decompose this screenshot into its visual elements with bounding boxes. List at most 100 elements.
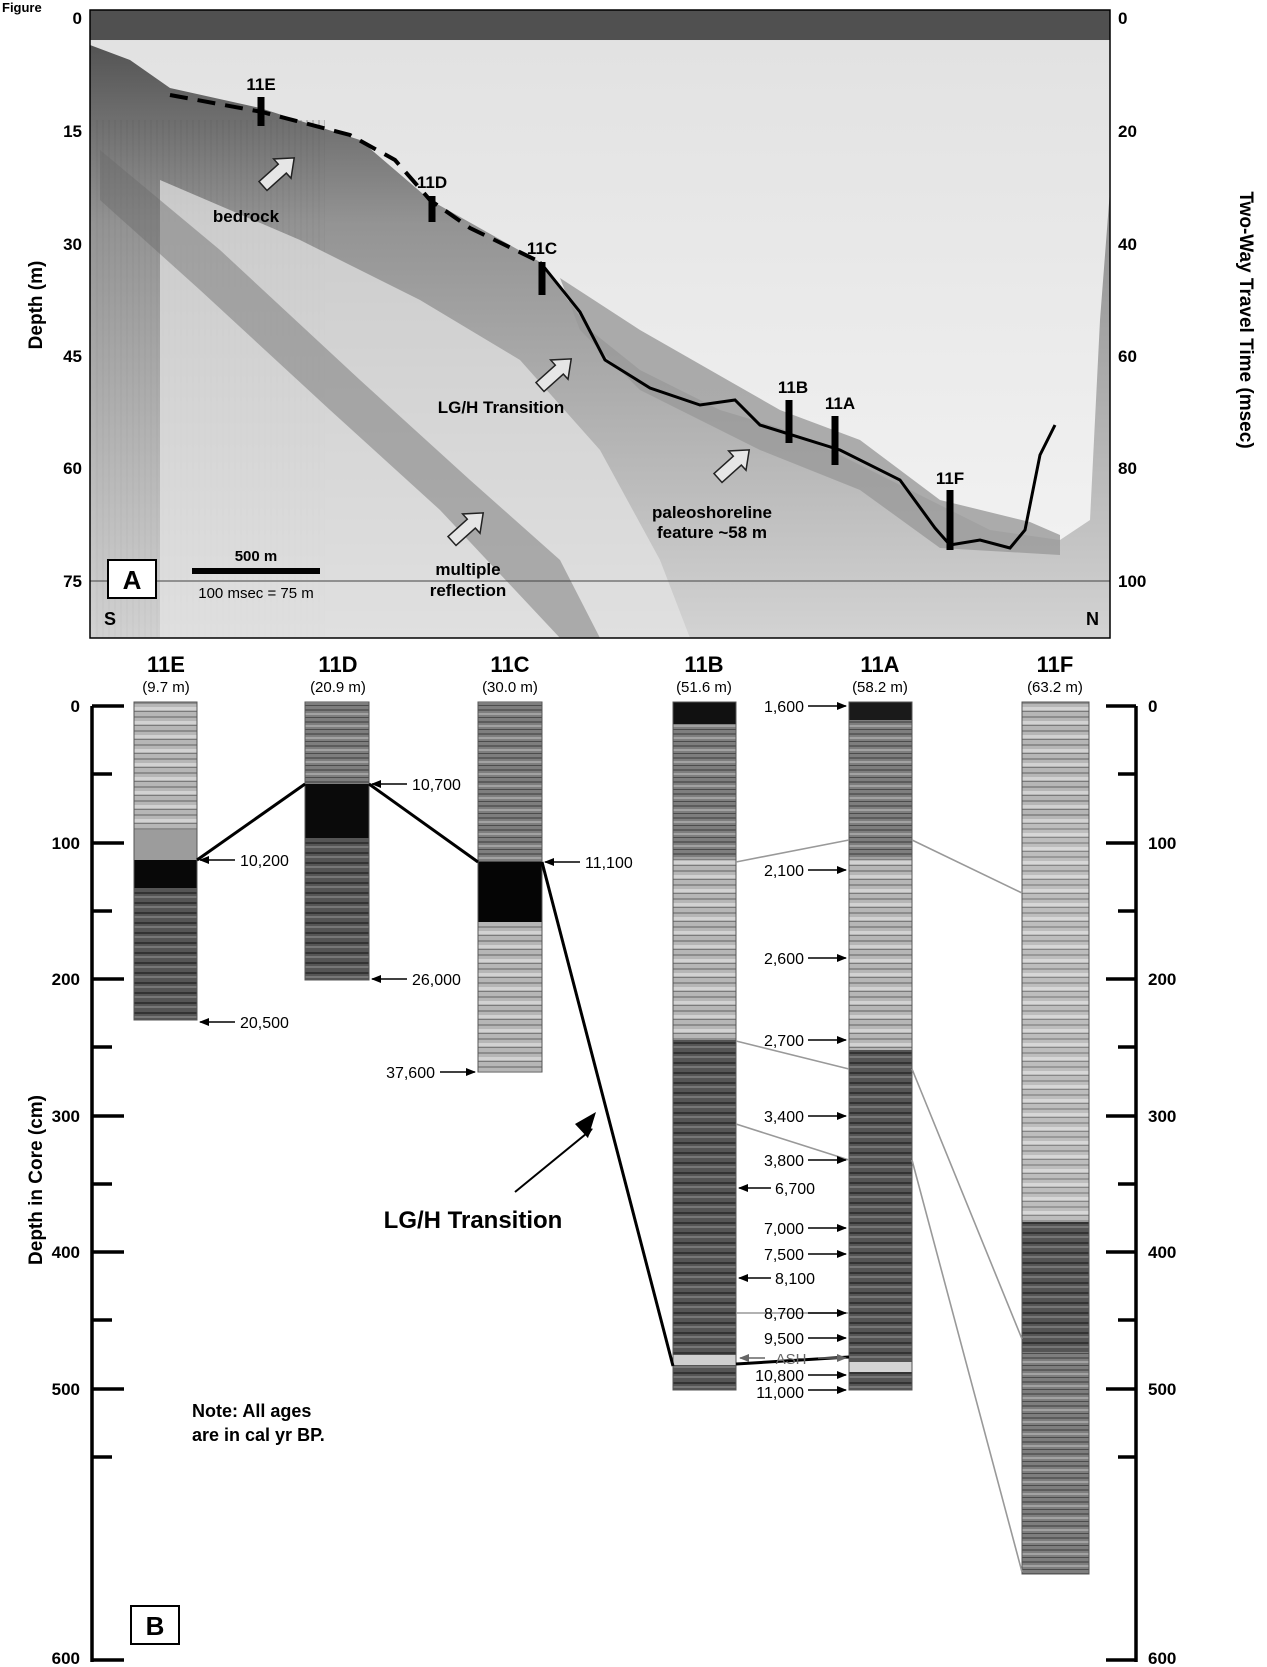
age-arrows	[199, 702, 847, 1394]
conversion-label: 100 msec = 75 m	[198, 585, 313, 602]
b-left-tick-200: 200	[52, 970, 80, 989]
b-left-axis-label: Depth in Core (cm)	[26, 1095, 47, 1265]
panel-a-frame	[89, 9, 1111, 639]
core-title-11c: 11C	[490, 652, 529, 677]
age-11a-1600: 1,600	[764, 699, 804, 716]
multiple-reflection-label-line2: reflection	[430, 581, 507, 600]
marker-label-11a: 11A	[825, 394, 855, 413]
core-title-11d: 11D	[318, 652, 357, 677]
b-right-tick-400: 400	[1148, 1243, 1176, 1262]
lg-h-transition-solid	[538, 261, 1057, 550]
panel-b-label-box	[130, 1605, 180, 1645]
age-11a-9500: 9,500	[764, 1331, 804, 1348]
b-left-tick-300: 300	[52, 1107, 80, 1126]
b-right-tick-200: 200	[1148, 970, 1176, 989]
right-axis-label: Two-Way Travel Time (msec)	[1235, 191, 1256, 448]
age-11d-10700: 10,700	[412, 777, 461, 794]
direction-south: S	[104, 609, 116, 629]
age-11c-11100: 11,100	[585, 855, 633, 872]
core-title-11b: 11B	[684, 652, 723, 677]
sonar-surface-band	[90, 10, 1110, 40]
corr-11a-11f-b	[911, 1068, 1023, 1340]
note-line1: Note: All ages	[192, 1401, 311, 1421]
multiple-reflection-label-line1: multiple	[435, 560, 500, 579]
age-11a-3800: 3,800	[764, 1153, 804, 1170]
age-11b-8100: 8,100	[775, 1271, 815, 1288]
age-11a-11000: 11,000	[756, 1385, 804, 1402]
marker-label-11d: 11D	[417, 173, 447, 192]
bedrock-arrow	[257, 157, 296, 192]
corr-11a-11f-a	[911, 839, 1023, 894]
panel-b: 0 100 200 300 400 500 600 Depth in Core …	[26, 652, 1176, 1667]
paleoshoreline-arrow	[712, 449, 751, 484]
age-11a-8700: 8,700	[764, 1306, 804, 1323]
left-tick-0: 0	[73, 9, 82, 28]
left-tick-15: 15	[63, 122, 82, 141]
bedrock-label: bedrock	[213, 207, 280, 226]
age-11c-37600: 37,600	[386, 1065, 435, 1082]
ash-label: ASH	[776, 1351, 807, 1368]
core-column-11a	[848, 701, 913, 1391]
age-11d-26000: 26,000	[412, 972, 461, 989]
core-depth-11f: (63.2 m)	[1027, 679, 1083, 696]
left-tick-75: 75	[63, 572, 82, 591]
profile-core-markers: 11E 11D 11C 11B 11A 11F	[246, 75, 964, 550]
core-title-11f: 11F	[1037, 652, 1074, 677]
core-depth-11b: (51.6 m)	[676, 679, 732, 696]
right-tick-80: 80	[1118, 459, 1137, 478]
corr-11b-11a-a	[735, 839, 850, 863]
corr-11a-11f-c	[911, 1159, 1023, 1573]
core-depth-11d: (20.9 m)	[310, 679, 366, 696]
core-column-11d	[304, 701, 370, 981]
b-left-tick-0: 0	[71, 697, 80, 716]
lgh-line-11d-11c	[368, 782, 479, 864]
left-axis-label: Depth (m)	[26, 261, 47, 350]
core-depth-11e: (9.7 m)	[142, 679, 190, 696]
layered-sediments	[560, 278, 1060, 555]
age-11a-3400: 3,400	[764, 1109, 804, 1126]
paleoshoreline-label-line2: feature ~58 m	[657, 523, 767, 542]
left-tick-30: 30	[63, 235, 82, 254]
left-tick-45: 45	[63, 347, 82, 366]
b-right-tick-100: 100	[1148, 834, 1176, 853]
panel-a: 0 15 30 45 60 75 Depth (m) 0 20 40 60 80…	[26, 9, 1256, 639]
lgh-callout-arrow	[514, 1128, 593, 1193]
age-11a-2700: 2,700	[764, 1033, 804, 1050]
lgh-callout-head	[575, 1112, 596, 1138]
left-tick-60: 60	[63, 459, 82, 478]
right-tick-100: 100	[1118, 572, 1146, 591]
panel-a-left-axis: 0 15 30 45 60 75 Depth (m)	[26, 9, 82, 591]
panel-b-right-axis	[1106, 704, 1138, 1662]
lgh-line-11e-11d	[196, 782, 306, 862]
age-11a-10800: 10,800	[755, 1368, 804, 1385]
b-right-tick-0: 0	[1148, 697, 1157, 716]
corr-11b-11a-c	[735, 1123, 850, 1161]
age-11a-2600: 2,600	[764, 951, 804, 968]
age-11e-20500: 20,500	[240, 1015, 289, 1032]
age-11a-7500: 7,500	[764, 1247, 804, 1264]
right-tick-40: 40	[1118, 235, 1137, 254]
lgh-line-11c-11b	[540, 861, 675, 1367]
panel-a-right-axis: 0 20 40 60 80 100 Two-Way Travel Time (m…	[1118, 9, 1256, 591]
marker-label-11f: 11F	[936, 469, 964, 488]
marker-label-11b: 11B	[778, 378, 808, 397]
right-tick-60: 60	[1118, 347, 1137, 366]
core-title-11e: 11E	[147, 652, 185, 677]
core-title-11a: 11A	[860, 652, 899, 677]
b-left-tick-500: 500	[52, 1380, 80, 1399]
core-depth-11c: (30.0 m)	[482, 679, 538, 696]
right-tick-0: 0	[1118, 9, 1127, 28]
marker-label-11e: 11E	[246, 75, 275, 94]
annotation-arrows	[257, 157, 751, 547]
age-11a-2100: 2,100	[764, 863, 804, 880]
direction-north: N	[1086, 609, 1099, 629]
age-11a-7000: 7,000	[764, 1221, 804, 1238]
paleoshoreline-label-line1: paleoshoreline	[652, 503, 772, 522]
age-11b-6700: 6,700	[775, 1181, 815, 1198]
core-column-11f	[1021, 701, 1090, 1575]
corr-11b-11a-b	[735, 1040, 850, 1070]
b-left-tick-600: 600	[52, 1649, 80, 1667]
b-right-tick-300: 300	[1148, 1107, 1176, 1126]
lgh-callout-label: LG/H Transition	[384, 1207, 563, 1234]
core-column-11e	[133, 701, 198, 1021]
